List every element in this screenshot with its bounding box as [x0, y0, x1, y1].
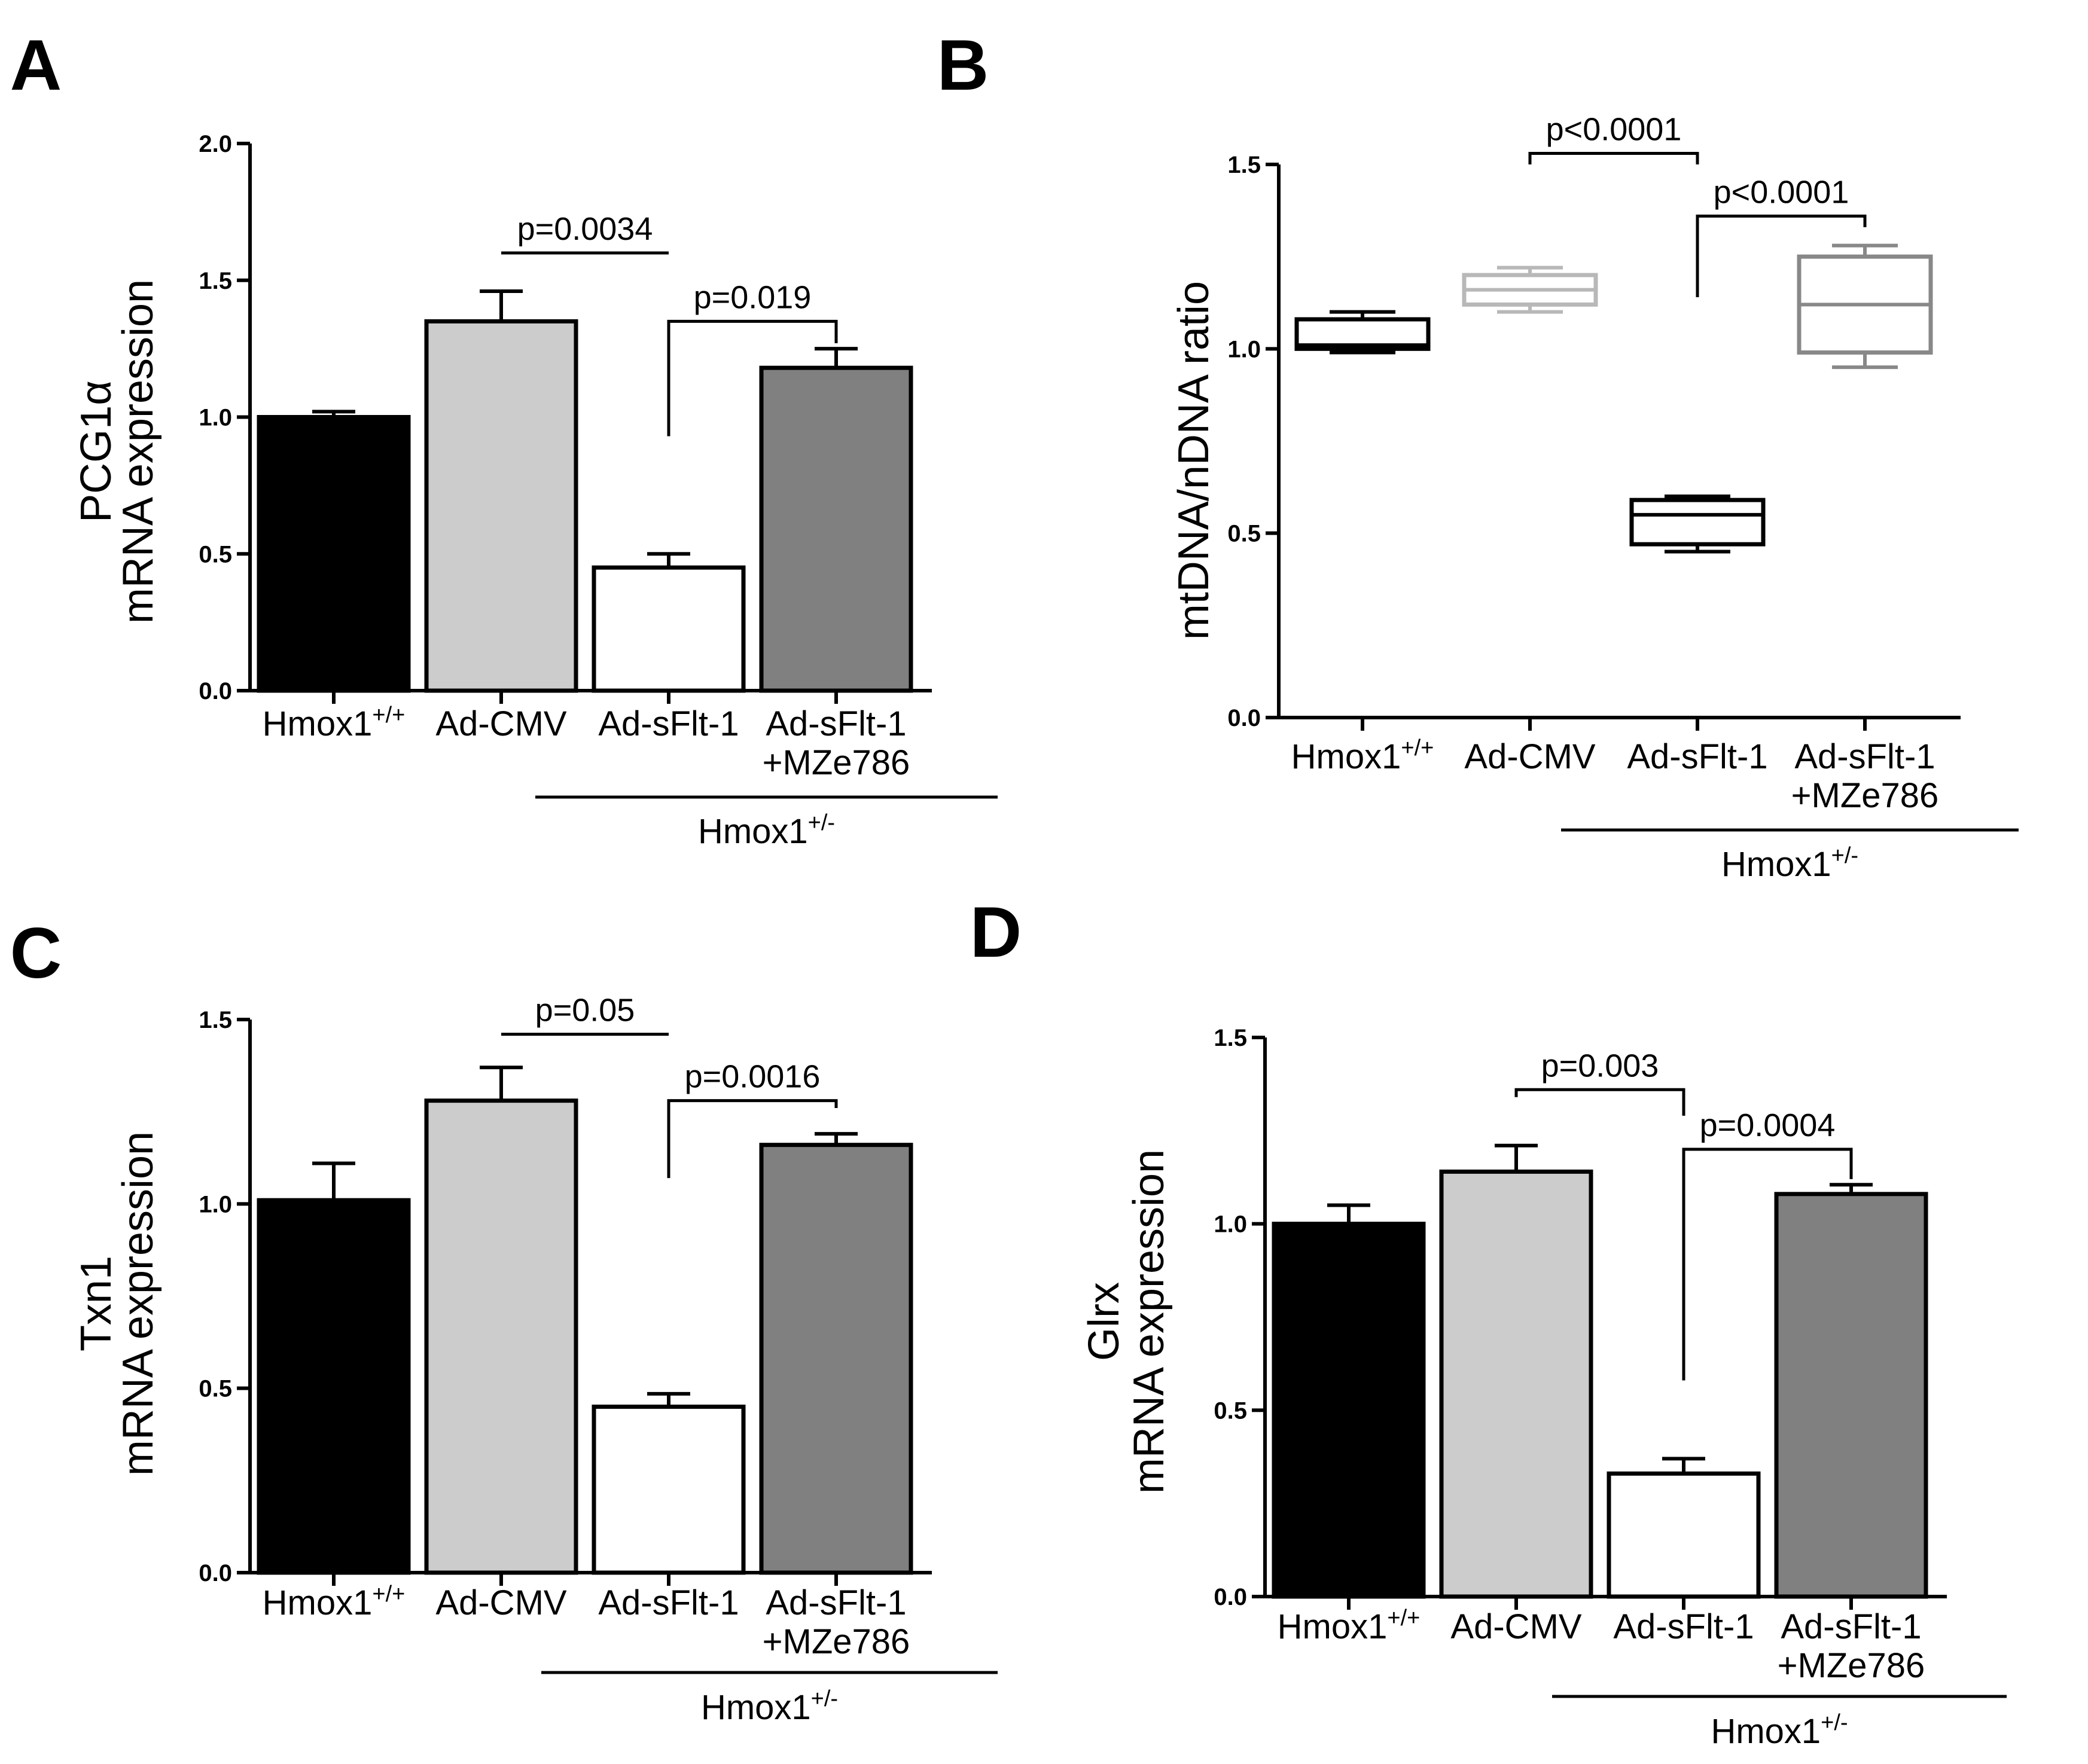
significance-bracket [1514, 1088, 1685, 1116]
panel-d: D 0.0 0.5 1.0 1.5 Hmox1+/+ Ad-CMV Ad-sFlt-1 Ad-s… [970, 892, 2007, 1751]
significance-bracket [667, 319, 838, 437]
bar [257, 415, 411, 693]
x-category-label: Ad-CMV [1450, 1607, 1581, 1646]
box [1629, 498, 1766, 547]
y-tick-label: 0.0 [1214, 1584, 1247, 1610]
panel-c: C 0.0 0.5 1.0 1.5 Hmox1+/+ Ad-CMV Ad-sFlt-1 Ad-s… [10, 913, 998, 1727]
bar [424, 319, 578, 693]
y-tick-label: 0.0 [199, 1560, 232, 1586]
p-value-label: p=0.019 [694, 279, 812, 315]
bar [257, 1198, 411, 1575]
y-axis-title-line2: mRNA expression [1125, 1149, 1173, 1494]
y-tick-label: 2.0 [199, 131, 232, 157]
panel-b: B 0.0 0.5 1.0 1.5 Hmox1+/+ Ad-CMV Ad-sFlt-1 Ad-s… [937, 25, 2019, 884]
y-axis-title-line1: PCG1α [72, 380, 120, 523]
y-tick-label: 0.5 [1227, 521, 1261, 547]
bar [759, 365, 913, 693]
panel-a: A 0.0 0.5 1.0 1.5 2.0 Hmox1+/+ Ad-CMV Ad-sFlt-1 A… [10, 25, 998, 851]
x-category-label-line2: +MZe786 [1791, 776, 1939, 815]
group-label: Hmox1+/- [698, 810, 835, 851]
x-category-label: Ad-sFlt-1 [1781, 1607, 1921, 1646]
x-category-label: Hmox1+/+ [1291, 735, 1434, 776]
y-tick-label: 1.5 [199, 1007, 232, 1033]
group-label: Hmox1+/- [701, 1686, 838, 1727]
bar [1774, 1192, 1928, 1599]
x-category-label-line2: +MZe786 [1778, 1646, 1925, 1685]
significance-bracket [1528, 152, 1699, 164]
x-category-label: Hmox1+/+ [1278, 1606, 1421, 1646]
x-category-label-line2: +MZe786 [763, 1622, 910, 1661]
y-axis-title-line1: Txn1 [72, 1256, 120, 1351]
y-tick-label: 0.5 [1214, 1397, 1247, 1424]
x-category-label: Ad-sFlt-1 [1794, 737, 1935, 776]
y-tick-label: 1.0 [199, 405, 232, 431]
y-tick-label: 1.5 [1214, 1025, 1247, 1051]
p-value-label: p=0.003 [1541, 1048, 1659, 1084]
y-tick-label: 1.5 [199, 268, 232, 294]
bar [1607, 1471, 1761, 1599]
p-value-label: p=0.0004 [1700, 1107, 1836, 1143]
y-tick-label: 0.0 [1227, 705, 1261, 731]
p-value-label: p<0.0001 [1714, 174, 1849, 210]
panel-letter-d: D [970, 892, 1022, 972]
panel-letter-b: B [937, 25, 989, 105]
p-value-label: p=0.0016 [685, 1059, 821, 1095]
y-tick-label: 1.5 [1227, 152, 1261, 178]
bar [1272, 1222, 1426, 1599]
y-tick-label: 0.5 [199, 541, 232, 567]
bar [1439, 1169, 1593, 1599]
p-value-label: p<0.0001 [1546, 112, 1682, 148]
y-axis-title-line2: mtDNA/nDNA ratio [1170, 281, 1218, 640]
y-axis-title-line2: mRNA expression [114, 1131, 162, 1476]
bar [592, 565, 746, 693]
y-tick-label: 1.0 [1214, 1211, 1247, 1238]
p-value-label: p=0.05 [535, 993, 635, 1029]
panel-letter-a: A [10, 25, 62, 105]
y-axis-title-line2: mRNA expression [114, 279, 162, 624]
significance-bracket [667, 1099, 838, 1179]
x-category-label: Ad-CMV [435, 704, 566, 743]
x-category-label: Ad-sFlt-1 [1627, 737, 1767, 776]
x-category-label: Hmox1+/+ [263, 703, 406, 743]
y-tick-label: 1.0 [199, 1191, 232, 1217]
x-category-label: Ad-sFlt-1 [598, 1583, 739, 1622]
group-label: Hmox1+/- [1721, 843, 1858, 884]
bar [592, 1405, 746, 1575]
y-tick-label: 0.5 [199, 1376, 232, 1402]
bar [424, 1098, 578, 1575]
y-axis-title-line1: Glrx [1080, 1282, 1128, 1361]
x-category-label: Ad-sFlt-1 [766, 704, 906, 743]
x-category-label: Ad-sFlt-1 [598, 704, 739, 743]
y-tick-label: 1.0 [1227, 336, 1261, 362]
bar [759, 1143, 913, 1575]
significance-bracket [1682, 1147, 1853, 1381]
p-value-label: p=0.0034 [517, 211, 653, 247]
x-category-label: Ad-sFlt-1 [766, 1583, 906, 1622]
group-label: Hmox1+/- [1711, 1710, 1848, 1751]
x-category-label-line2: +MZe786 [763, 743, 910, 782]
x-category-label: Ad-CMV [1464, 737, 1595, 776]
significance-bracket [1696, 214, 1867, 297]
y-tick-label: 0.0 [199, 678, 232, 704]
x-category-label: Hmox1+/+ [263, 1582, 406, 1622]
x-category-label: Ad-sFlt-1 [1613, 1607, 1754, 1646]
x-category-label: Ad-CMV [435, 1583, 566, 1622]
panel-letter-c: C [10, 913, 62, 993]
